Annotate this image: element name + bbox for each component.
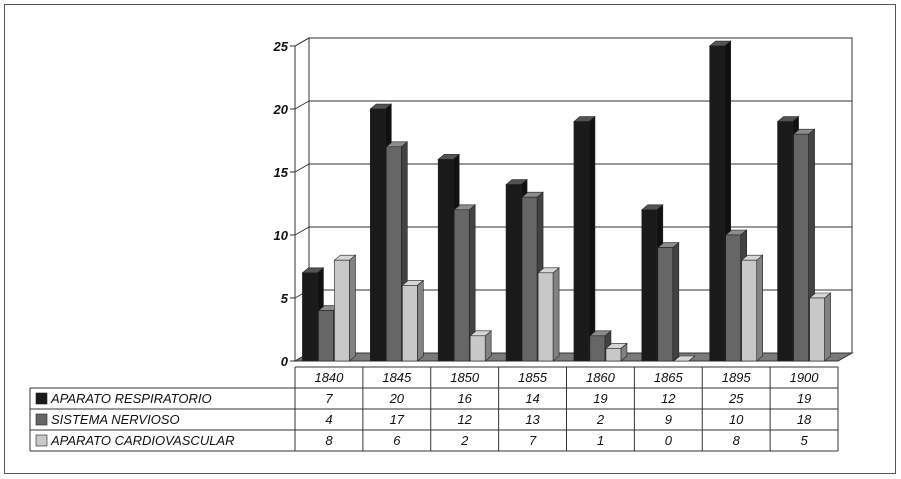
data-label: 12 — [457, 412, 472, 427]
bar — [401, 279, 425, 362]
data-label: 10 — [729, 412, 744, 427]
x-tick-label: 1895 — [722, 370, 752, 385]
bar — [740, 254, 764, 362]
bar — [656, 241, 680, 362]
y-tick-label: 5 — [281, 291, 289, 306]
gridline-side — [294, 37, 310, 47]
gridline-side — [294, 226, 310, 236]
legend-label: SISTEMA NERVIOSO — [51, 412, 180, 427]
data-label: 25 — [728, 391, 744, 406]
legend-swatch — [35, 434, 48, 447]
gridline-side — [294, 100, 310, 110]
y-tick-label: 10 — [274, 228, 289, 243]
x-tick-label: 1840 — [314, 370, 344, 385]
data-label: 19 — [593, 391, 607, 406]
data-label: 0 — [665, 433, 673, 448]
data-label: 7 — [325, 391, 333, 406]
bar — [672, 355, 696, 362]
data-label: 19 — [797, 391, 811, 406]
data-label: 5 — [800, 433, 808, 448]
y-tick-label: 0 — [281, 354, 289, 369]
x-tick-label: 1860 — [586, 370, 616, 385]
x-tick-label: 1865 — [654, 370, 684, 385]
bar — [333, 254, 357, 362]
x-tick-label: 1845 — [382, 370, 412, 385]
x-tick-label: 1850 — [450, 370, 480, 385]
data-label: 14 — [525, 391, 539, 406]
data-label: 13 — [525, 412, 540, 427]
legend-label: APARATO RESPIRATORIO — [50, 391, 212, 406]
bar — [808, 292, 832, 362]
bar — [453, 204, 477, 362]
data-label: 2 — [596, 412, 605, 427]
data-label: 1 — [597, 433, 604, 448]
y-tick-label: 20 — [273, 102, 289, 117]
x-tick-label: 1900 — [790, 370, 820, 385]
bar — [537, 267, 560, 362]
data-label: 9 — [665, 412, 672, 427]
gridline-side — [294, 163, 310, 173]
y-tick-label: 25 — [273, 39, 289, 54]
data-label: 8 — [733, 433, 741, 448]
data-label: 20 — [389, 391, 405, 406]
bar — [605, 342, 628, 362]
data-label: 18 — [797, 412, 812, 427]
x-tick-label: 1855 — [518, 370, 548, 385]
data-label: 4 — [325, 412, 332, 427]
data-label: 12 — [661, 391, 676, 406]
bar — [573, 115, 596, 362]
data-label: 2 — [460, 433, 469, 448]
y-tick-label: 15 — [274, 165, 289, 180]
data-label: 16 — [457, 391, 472, 406]
bar — [469, 330, 493, 362]
data-label: 8 — [325, 433, 333, 448]
legend-swatch — [35, 413, 48, 426]
data-label: 17 — [390, 412, 405, 427]
data-label: 6 — [393, 433, 401, 448]
legend-label: APARATO CARDIOVASCULAR — [50, 433, 235, 448]
legend-swatch — [35, 392, 48, 405]
data-label: 7 — [529, 433, 537, 448]
